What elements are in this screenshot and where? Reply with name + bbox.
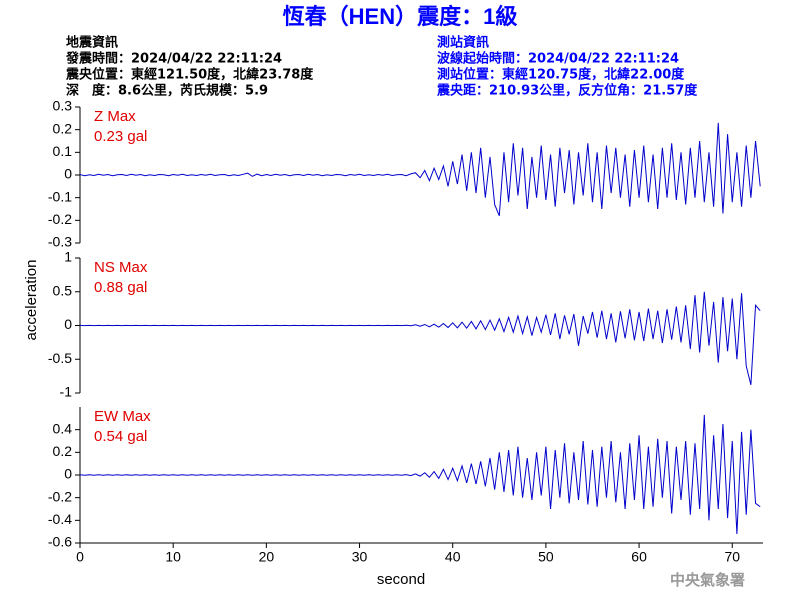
waveform xyxy=(79,291,761,386)
y-tick-label: 0.3 xyxy=(53,98,73,114)
y-tick-label: -0.1 xyxy=(48,188,72,204)
annotation-value: 0.23 gal xyxy=(94,128,147,145)
annotation-value: 0.54 gal xyxy=(94,428,147,445)
x-axis-label: second xyxy=(377,571,425,588)
waveform xyxy=(79,122,761,216)
y-tick-label: 1 xyxy=(64,249,72,265)
y-tick-label: 0 xyxy=(64,466,72,482)
y-tick-label: 0.1 xyxy=(53,143,73,159)
y-tick-label: 0 xyxy=(64,316,72,332)
y-tick-label: -0.6 xyxy=(48,534,72,550)
annotation-name: EW Max xyxy=(94,408,151,425)
y-tick-label: 0.2 xyxy=(53,120,73,136)
x-tick-label: 10 xyxy=(165,549,181,565)
y-tick-label: 0.5 xyxy=(53,282,73,298)
title: 恆春（HEN）震度：1級 xyxy=(283,4,518,29)
x-tick-label: 20 xyxy=(259,549,275,565)
x-tick-label: 70 xyxy=(724,549,740,565)
epicenter: 震央位置：東經121.50度，北緯23.78度 xyxy=(65,67,314,83)
y-tick-label: 0.4 xyxy=(53,420,73,436)
y-tick-label: -0.5 xyxy=(48,350,72,366)
y-tick-label: -0.4 xyxy=(48,511,72,527)
footer: 中央氣象署 xyxy=(670,571,745,589)
x-tick-label: 30 xyxy=(352,549,368,565)
event-label: 地震資訊 xyxy=(66,35,118,51)
x-tick-label: 40 xyxy=(445,549,461,565)
y-tick-label: -0.3 xyxy=(48,234,72,250)
x-tick-label: 0 xyxy=(76,549,84,565)
x-tick-label: 60 xyxy=(631,549,647,565)
y-tick-label: -0.2 xyxy=(48,488,72,504)
origin-time: 發震時間：2024/04/22 22:11:24 xyxy=(65,51,282,67)
x-tick-label: 50 xyxy=(538,549,554,565)
annotation-name: NS Max xyxy=(94,259,148,276)
waveform xyxy=(79,414,761,534)
depth-magnitude: 深 度：8.6公里，芮氏規模：5.9 xyxy=(66,83,268,99)
y-tick-label: 0 xyxy=(64,166,72,182)
y-tick-label: 0.2 xyxy=(53,443,73,459)
y-axis-label: acceleration xyxy=(23,260,40,341)
y-tick-label: -1 xyxy=(60,384,73,400)
wave-start: 波線起始時間：2024/04/22 22:11:24 xyxy=(437,51,679,67)
station-location: 測站位置：東經120.75度，北緯22.00度 xyxy=(437,67,685,83)
y-tick-label: -0.2 xyxy=(48,211,72,227)
annotation-name: Z Max xyxy=(94,108,136,125)
distance-azimuth: 震央距：210.93公里，反方位角：21.57度 xyxy=(436,83,698,99)
annotation-value: 0.88 gal xyxy=(94,279,147,296)
station-label: 測站資訊 xyxy=(437,35,489,51)
